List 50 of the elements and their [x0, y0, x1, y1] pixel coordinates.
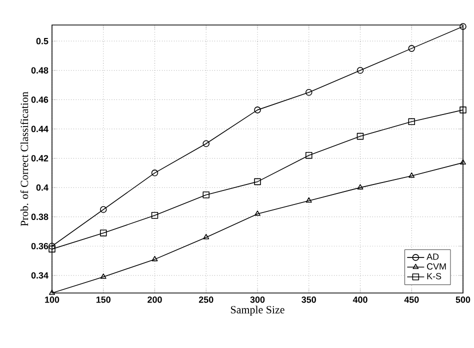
- point: [48, 246, 56, 252]
- x-axis-title: Sample Size: [230, 306, 284, 316]
- y-tick-label: 0.36: [31, 242, 48, 250]
- y-tick-label: 0.38: [31, 214, 48, 220]
- point: [408, 45, 416, 52]
- y-tick-label: 0.5: [36, 38, 48, 44]
- point: [356, 132, 364, 140]
- point: [202, 191, 210, 198]
- legend-label: AD: [426, 254, 439, 260]
- y-tick-label: 0.42: [31, 155, 48, 162]
- x-tick-label: 450: [404, 296, 419, 303]
- point: [357, 184, 364, 190]
- point: [49, 290, 55, 295]
- x-tick-label: 300: [250, 296, 265, 303]
- x-tick-label: 100: [45, 296, 60, 303]
- x-tick-label: 400: [352, 296, 368, 303]
- point: [202, 140, 210, 148]
- x-tick-label: 500: [456, 296, 470, 303]
- point: [254, 210, 260, 216]
- point: [152, 256, 158, 262]
- point: [306, 197, 312, 203]
- point: [460, 159, 466, 165]
- point: [254, 106, 261, 114]
- legend-label: CVM: [427, 263, 446, 270]
- point: [48, 242, 56, 250]
- y-tick-label: 0.46: [31, 96, 48, 103]
- point: [151, 170, 158, 176]
- x-tick-label: 150: [96, 296, 110, 303]
- y-tick-label: 0.4: [36, 184, 48, 191]
- point: [305, 152, 312, 159]
- point: [408, 172, 415, 178]
- x-tick-label: 250: [198, 296, 214, 303]
- legend-label: K-S: [427, 273, 442, 280]
- x-tick-label: 200: [148, 296, 162, 303]
- point: [305, 88, 312, 96]
- y-tick-label: 0.44: [31, 126, 48, 132]
- y-tick-label: 0.48: [31, 67, 48, 74]
- point: [254, 178, 261, 186]
- point: [408, 118, 416, 126]
- y-axis-title: Prob. of Correct Classification: [20, 92, 28, 226]
- x-tick-label: 350: [302, 296, 316, 303]
- point: [100, 206, 107, 213]
- point: [356, 67, 364, 74]
- point: [460, 23, 466, 30]
- point: [100, 274, 106, 279]
- point: [100, 230, 107, 236]
- y-tick-label: 0.34: [31, 272, 48, 279]
- point: [151, 212, 158, 219]
- point: [460, 106, 466, 114]
- point: [203, 234, 210, 240]
